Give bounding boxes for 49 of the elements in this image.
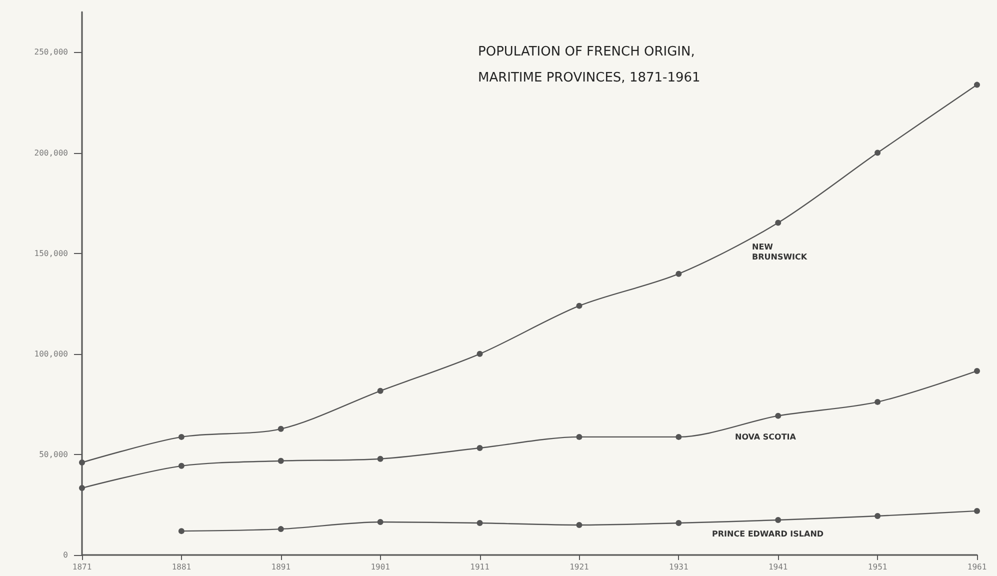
point	[178, 462, 184, 469]
point	[278, 426, 284, 432]
point	[377, 388, 384, 394]
y-tick-label: 50,000	[39, 450, 68, 459]
point	[775, 517, 782, 524]
point	[377, 519, 384, 526]
point	[178, 528, 184, 534]
point	[476, 445, 483, 452]
point	[775, 412, 782, 419]
point	[476, 520, 483, 526]
point	[576, 434, 582, 440]
x-tick-label: 1911	[470, 562, 490, 572]
point	[874, 398, 881, 405]
point	[278, 526, 284, 532]
y-tick-label: 0	[63, 550, 68, 560]
y-tick-label: 150,000	[34, 248, 68, 258]
point	[974, 368, 980, 374]
point	[874, 512, 881, 519]
y-tick-label: 200,000	[34, 148, 68, 158]
point	[676, 520, 682, 526]
x-tick-label: 1881	[172, 562, 192, 572]
x-tick-label: 1941	[768, 562, 788, 572]
point	[178, 434, 184, 440]
annotation: PRINCE EDWARD ISLAND	[712, 530, 824, 538]
x-tick-label: 1951	[868, 562, 888, 572]
x-tick-label: 1961	[967, 562, 987, 572]
point	[874, 150, 881, 156]
point	[377, 456, 384, 462]
point	[576, 302, 582, 309]
x-tick-label: 1891	[271, 562, 291, 572]
y-tick-label: 250,000	[34, 48, 68, 57]
x-tick-label: 1921	[570, 562, 590, 572]
point	[278, 458, 284, 464]
point	[775, 220, 782, 226]
x-tick-label: 1871	[72, 562, 92, 572]
x-tick-label: 1931	[669, 562, 688, 572]
point	[79, 485, 85, 492]
y-tick-label: 100,000	[34, 349, 68, 358]
text: POPULATION OF FRENCH ORIGIN, MARITIME PROVINCES, 1871-1961	[478, 44, 700, 86]
point	[676, 434, 682, 440]
annotation: NOVA SCOTIA	[735, 432, 797, 442]
point	[576, 522, 582, 528]
point	[974, 82, 980, 88]
x-tick-label: 1901	[370, 562, 390, 572]
point	[676, 270, 682, 277]
annotation: NEW BRUNSWICK	[752, 242, 808, 262]
point	[79, 459, 85, 466]
point	[476, 350, 483, 357]
point	[974, 508, 980, 514]
